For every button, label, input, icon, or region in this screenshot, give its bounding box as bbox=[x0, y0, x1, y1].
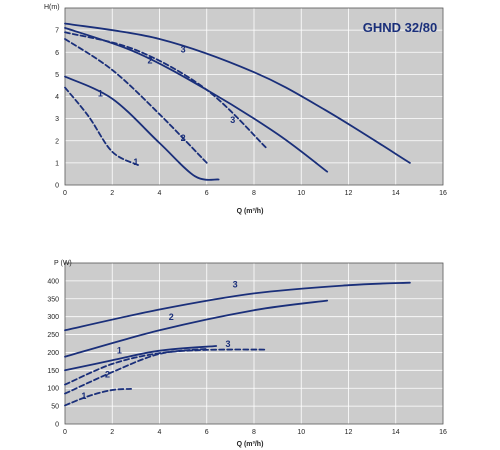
power-x-tick-label: 0 bbox=[63, 429, 67, 436]
power-curve-label: 1 bbox=[81, 391, 86, 401]
power-curve-label: 2 bbox=[169, 312, 174, 322]
power-x-axis-label: Q (m³/h) bbox=[237, 441, 264, 448]
power-y-tick-label: 300 bbox=[47, 314, 59, 321]
head-curve-label: 2 bbox=[148, 55, 153, 65]
head-x-axis-label: Q (m³/h) bbox=[237, 208, 264, 215]
head-curve-dashed-1 bbox=[64, 86, 140, 166]
head-x-tick-label: 6 bbox=[205, 190, 209, 197]
head-y-tick-label: 2 bbox=[55, 138, 59, 145]
power-y-tick-label: 400 bbox=[47, 278, 59, 285]
power-x-tick-label: 14 bbox=[392, 429, 400, 436]
head-y-tick-label: 7 bbox=[55, 28, 59, 35]
head-y-tick-label: 4 bbox=[55, 94, 59, 101]
head-y-tick-label: 0 bbox=[55, 183, 59, 190]
head-curve-label: 2 bbox=[181, 133, 186, 143]
head-curve-label: 1 bbox=[133, 157, 138, 167]
head-x-tick-label: 10 bbox=[297, 190, 305, 197]
power-curve-solid-3 bbox=[64, 281, 411, 332]
head-curve-solid-3 bbox=[64, 22, 411, 164]
power-y-tick-label: 100 bbox=[47, 386, 59, 393]
head-y-tick-label: 1 bbox=[55, 160, 59, 167]
head-curve-solid-1 bbox=[64, 75, 220, 181]
head-curve-dashed-3 bbox=[64, 31, 267, 149]
power-curve-solid-2 bbox=[64, 299, 329, 358]
head-y-tick-label: 6 bbox=[55, 50, 59, 57]
head-curve-label: 3 bbox=[181, 44, 186, 54]
head-x-tick-label: 14 bbox=[392, 190, 400, 197]
head-x-tick-label: 0 bbox=[63, 190, 67, 197]
head-curve-label: 1 bbox=[98, 89, 103, 99]
head-x-tick-label: 16 bbox=[439, 190, 447, 197]
head-x-tick-label: 12 bbox=[345, 190, 353, 197]
power-y-tick-label: 150 bbox=[47, 368, 59, 375]
head-y-axis-label: H(m) bbox=[44, 4, 60, 11]
head-curve-label: 3 bbox=[230, 115, 235, 125]
power-y-tick-label: 200 bbox=[47, 350, 59, 357]
head-plot-border bbox=[64, 7, 444, 186]
power-x-tick-label: 2 bbox=[110, 429, 114, 436]
head-y-tick-label: 3 bbox=[55, 116, 59, 123]
head-x-tick-label: 4 bbox=[158, 190, 162, 197]
power-curve-label: 3 bbox=[233, 279, 238, 289]
power-x-tick-label: 16 bbox=[439, 429, 447, 436]
power-y-tick-label: 0 bbox=[55, 422, 59, 429]
power-curve-dashed-2 bbox=[64, 348, 208, 395]
power-curve-dashed-3 bbox=[64, 348, 267, 386]
power-y-axis-label: P (W) bbox=[54, 260, 72, 267]
power-curve-dashed-1 bbox=[64, 388, 132, 407]
head-y-tick-label: 5 bbox=[55, 72, 59, 79]
power-x-tick-label: 10 bbox=[297, 429, 305, 436]
power-x-tick-label: 12 bbox=[345, 429, 353, 436]
power-x-tick-label: 8 bbox=[252, 429, 256, 436]
power-y-tick-label: 350 bbox=[47, 296, 59, 303]
power-curve-label: 2 bbox=[105, 369, 110, 379]
power-y-tick-label: 250 bbox=[47, 332, 59, 339]
power-x-tick-label: 4 bbox=[158, 429, 162, 436]
power-plot-border bbox=[64, 262, 444, 425]
power-curve-label: 1 bbox=[117, 346, 122, 356]
power-x-tick-label: 6 bbox=[205, 429, 209, 436]
power-y-tick-label: 50 bbox=[51, 404, 59, 411]
head-x-tick-label: 2 bbox=[110, 190, 114, 197]
power-curve-label: 3 bbox=[226, 339, 231, 349]
head-curve-dashed-2 bbox=[64, 38, 208, 164]
head-x-tick-label: 8 bbox=[252, 190, 256, 197]
power-curve-solid-1 bbox=[64, 345, 218, 372]
head-chart-title: GHND 32/80 bbox=[363, 20, 437, 35]
